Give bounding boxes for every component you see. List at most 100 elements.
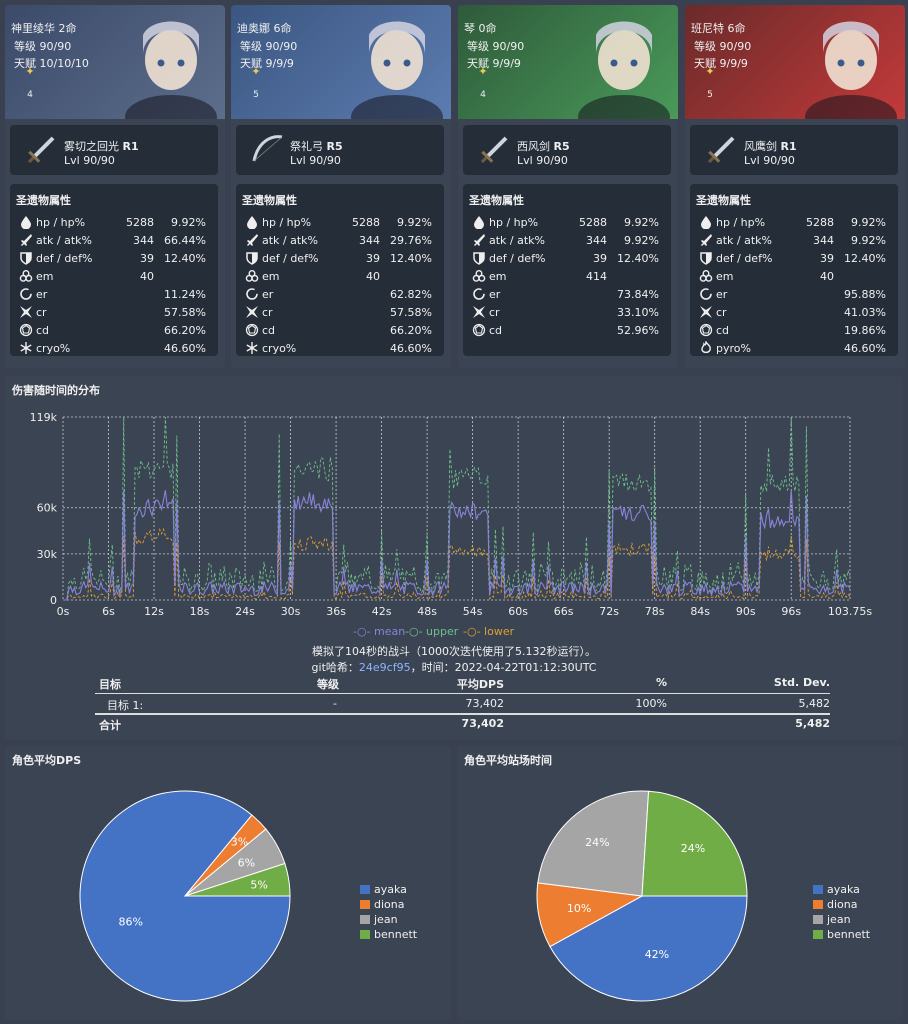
character-info: 班尼特 6命 等级 90/90 天赋 9/9/9 <box>691 20 751 72</box>
legend-label: bennett <box>827 928 871 941</box>
legend-swatch <box>360 900 370 909</box>
character-card[interactable]: 神里绫华 2命 等级 90/90 天赋 10/10/10 ✦ 4 雾切之回光 R1 Lvl … <box>5 5 225 368</box>
stat-label: cr <box>716 306 727 319</box>
artifact-title: 圣遗物属性 <box>16 194 71 207</box>
sword-icon <box>27 136 55 164</box>
stat-row: hp / hp% 5288 9.92% <box>690 214 898 232</box>
legend-item-lower[interactable]: -○- lower <box>463 625 514 638</box>
character-card[interactable]: 迪奥娜 6命 等级 90/90 天赋 9/9/9 ✦ 5 祭礼弓 R5 Lvl 90/90 圣… <box>231 5 451 368</box>
character-cards: 神里绫华 2命 等级 90/90 天赋 10/10/10 ✦ 4 雾切之回光 R1 Lvl … <box>0 0 908 372</box>
stat-percent: 52.96% <box>617 324 659 337</box>
x-tick-label: 103.75s <box>828 605 872 618</box>
stat-label: hp / hp% <box>489 216 539 229</box>
character-name: 琴 0命 <box>464 22 497 35</box>
legend-item-bennett[interactable]: bennett <box>360 927 417 942</box>
x-tick-label: 48s <box>417 605 437 618</box>
stat-percent: 46.60% <box>844 342 886 355</box>
stat-label: cryo% <box>262 342 297 355</box>
field-time-pie: 42% 10% 24% 24% <box>536 790 748 1002</box>
cr-icon <box>700 306 712 318</box>
legend-marker-icon: -○- <box>353 625 371 638</box>
stat-flat: 344 <box>813 234 834 247</box>
stat-row: er 95.88% <box>690 286 898 304</box>
git-info: git哈希：24e9cf95，时间：2022-04-22T01:12:30UTC <box>5 659 903 675</box>
character-card[interactable]: 琴 0命 等级 90/90 天赋 9/9/9 ✦ 4 西风剑 R5 Lvl 90/90 圣遗物… <box>458 5 678 368</box>
character-info: 迪奥娜 6命 等级 90/90 天赋 9/9/9 <box>237 20 297 72</box>
total-label: 合计 <box>99 719 121 732</box>
stat-label: cd <box>36 324 50 337</box>
legend-item-ayaka[interactable]: ayaka <box>813 882 870 897</box>
atk-icon <box>247 234 258 246</box>
atk-icon <box>21 234 32 246</box>
star-icon: ✦ <box>478 65 488 78</box>
hp-icon <box>21 216 31 229</box>
weapon-name: 祭礼弓 R5 <box>290 138 343 154</box>
character-level: 等级 90/90 <box>694 40 752 53</box>
stat-row: em 414 <box>463 268 671 286</box>
artifact-stats: 圣遗物属性 hp / hp% 5288 9.92% atk / atk% 344 9.92%… <box>463 184 671 356</box>
legend-label: bennett <box>374 928 418 941</box>
em-icon <box>245 270 259 282</box>
def-icon <box>20 252 32 265</box>
weapon-level: Lvl 90/90 <box>517 154 568 167</box>
stat-percent: 66.44% <box>164 234 206 247</box>
legend-label: mean <box>374 625 406 638</box>
character-portrait <box>351 21 443 119</box>
stat-percent: 9.92% <box>851 234 886 247</box>
cd-icon <box>19 323 33 337</box>
stat-row: er 11.24% <box>10 286 218 304</box>
sword-icon <box>480 136 508 164</box>
stat-flat: 5288 <box>806 216 834 229</box>
def-icon <box>246 252 258 265</box>
stat-percent: 12.40% <box>390 252 432 265</box>
pie-label: 5% <box>250 878 267 891</box>
stat-row: atk / atk% 344 66.44% <box>10 232 218 250</box>
stat-row: atk / atk% 344 9.92% <box>463 232 671 250</box>
stat-row: def / def% 39 12.40% <box>236 250 444 268</box>
legend-swatch <box>360 930 370 939</box>
y-tick-label: 119k <box>30 411 58 424</box>
legend-item-upper[interactable]: -○- upper <box>405 625 458 638</box>
weapon-name: 西风剑 R5 <box>517 138 570 154</box>
stat-row: em 40 <box>10 268 218 286</box>
damage-line-chart: 0 30k 60k 119k 0s 6s 12s 18s 24s 30s 36s 42s 48s 54s 6… <box>30 411 873 618</box>
weapon-title: 风鹰剑 <box>744 140 777 153</box>
legend-item-ayaka[interactable]: ayaka <box>360 882 417 897</box>
col-avg-dps: 平均DPS <box>456 678 504 691</box>
stat-flat: 5288 <box>579 216 607 229</box>
legend-label: upper <box>426 625 459 638</box>
character-header: 琴 0命 等级 90/90 天赋 9/9/9 ✦ 4 <box>458 5 678 119</box>
character-portrait <box>578 21 670 119</box>
stat-flat: 344 <box>359 234 380 247</box>
legend-item-mean[interactable]: -○- mean <box>353 625 405 638</box>
pie-slice-bennett <box>184 862 291 897</box>
stat-row: def / def% 39 12.40% <box>463 250 671 268</box>
cryo-icon <box>246 342 258 354</box>
character-card[interactable]: 班尼特 6命 等级 90/90 天赋 9/9/9 ✦ 5 风鹰剑 R1 Lvl 90/90 圣… <box>685 5 905 368</box>
legend-item-jean[interactable]: jean <box>813 912 870 927</box>
legend-swatch <box>813 900 823 909</box>
x-tick-label: 0s <box>57 605 70 618</box>
stat-flat: 40 <box>366 270 380 283</box>
legend-item-bennett[interactable]: bennett <box>813 927 870 942</box>
legend-item-jean[interactable]: jean <box>360 912 417 927</box>
col-target: 目标 <box>99 678 121 691</box>
stat-flat: 39 <box>820 252 834 265</box>
er-icon <box>246 288 258 300</box>
stat-label: def / def% <box>36 252 93 265</box>
pie-label: 24% <box>585 836 609 849</box>
stat-percent: 46.60% <box>390 342 432 355</box>
rarity-badge: ✦ 4 <box>472 65 494 105</box>
field-time-legend: ayaka diona jean bennett <box>813 882 870 942</box>
stat-row: cr 41.03% <box>690 304 898 322</box>
stat-label: def / def% <box>489 252 546 265</box>
def-icon <box>473 252 485 265</box>
character-info: 琴 0命 等级 90/90 天赋 9/9/9 <box>464 20 524 72</box>
stat-percent: 57.58% <box>390 306 432 319</box>
y-tick-label: 0 <box>50 594 57 607</box>
legend-item-diona[interactable]: diona <box>360 897 417 912</box>
legend-item-diona[interactable]: diona <box>813 897 870 912</box>
git-hash-link[interactable]: 24e9cf95 <box>358 661 411 674</box>
stat-percent: 57.58% <box>164 306 206 319</box>
er-icon <box>20 288 32 300</box>
